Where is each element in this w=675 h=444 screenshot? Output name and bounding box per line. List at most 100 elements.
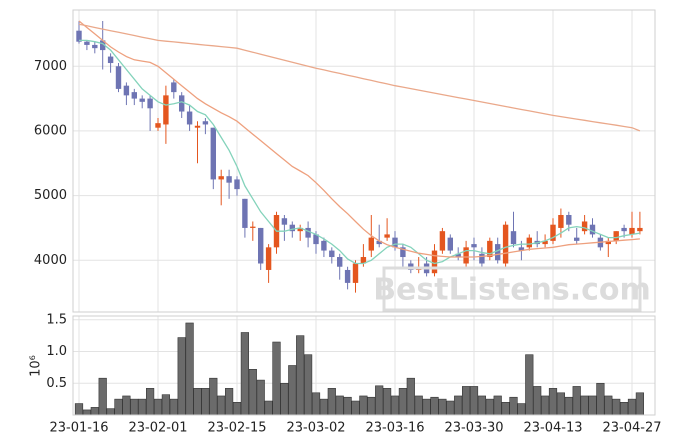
candle-body — [360, 257, 367, 264]
candle-body — [510, 231, 517, 245]
volume-bar — [414, 395, 423, 416]
volume-bar — [382, 388, 392, 416]
volume-bar — [564, 396, 573, 416]
candle-body — [147, 98, 153, 109]
candle-body — [281, 218, 288, 225]
volume-bar — [422, 398, 431, 416]
volume-bar — [469, 386, 479, 416]
volume-bar — [390, 395, 400, 416]
volume-bar — [74, 403, 84, 416]
volume-bar — [446, 400, 455, 416]
volume-bar — [303, 354, 313, 416]
volume-bar — [477, 395, 487, 416]
volume-tick-label: 1.5 — [46, 312, 67, 327]
x-tick-label: 23-02-01 — [128, 421, 187, 436]
x-tick-label: 23-03-30 — [444, 421, 503, 436]
volume-bar — [82, 409, 91, 416]
volume-frame — [72, 315, 656, 416]
volume-bar — [351, 400, 360, 416]
candle-body — [542, 240, 548, 245]
volume-bar — [398, 388, 408, 416]
x-tick-label: 23-04-27 — [602, 421, 661, 436]
volume-bar — [327, 388, 336, 416]
candle-body — [344, 269, 351, 283]
volume-bar — [430, 396, 439, 416]
volume-bar — [485, 398, 494, 416]
volume-bar — [343, 396, 352, 416]
grid — [73, 10, 655, 415]
candle-body — [495, 244, 501, 261]
x-tick-label: 23-03-02 — [286, 421, 345, 436]
candle-body — [384, 234, 390, 238]
volume-bar — [201, 388, 210, 416]
volume-bar — [114, 398, 123, 416]
candle-body — [605, 240, 611, 245]
volume-bar — [217, 395, 226, 416]
candle-body — [289, 224, 295, 232]
volume-bar — [146, 388, 155, 416]
candle-body — [313, 234, 319, 245]
candle-body — [479, 253, 485, 264]
volume-bar — [540, 395, 550, 416]
candle-body — [613, 231, 619, 241]
candle-body — [455, 253, 461, 258]
ma-line — [78, 20, 640, 258]
volume-bar — [232, 402, 242, 416]
candle-body — [100, 40, 106, 51]
candle-body — [234, 179, 240, 190]
candle-body — [637, 227, 643, 232]
volume-bar — [98, 377, 107, 416]
candle-body — [155, 123, 161, 128]
volume-bar — [177, 337, 186, 416]
candle-body — [463, 247, 469, 264]
candle-body — [242, 198, 248, 228]
candle-body — [210, 127, 216, 180]
candle-body — [171, 82, 177, 93]
volume-bar — [406, 377, 415, 416]
candle-body — [566, 214, 572, 225]
volume-bar — [130, 398, 139, 416]
y-tick-label: 4000 — [34, 253, 67, 268]
volume-bar — [185, 322, 194, 416]
volume-bar — [509, 396, 518, 416]
volume-bar — [264, 400, 273, 416]
volume-bar — [138, 398, 147, 416]
candle-body — [629, 227, 635, 235]
candle-body — [400, 247, 406, 258]
volume-bar — [296, 335, 305, 416]
watermark: BestListens.com — [373, 273, 651, 308]
volume-bar — [572, 386, 581, 416]
volume-bar — [556, 392, 565, 416]
volume-bar — [319, 398, 329, 416]
volume-bar — [169, 398, 178, 416]
candle-body — [258, 227, 264, 264]
volume-tick-label: 0.5 — [46, 376, 67, 391]
volume-bar — [627, 398, 637, 416]
candle-body — [194, 125, 201, 128]
candle-body — [76, 30, 82, 42]
volume-bar — [438, 398, 447, 416]
x-tick-label: 23-02-15 — [207, 421, 266, 436]
volume-bar — [272, 341, 281, 416]
candle-body — [526, 237, 532, 248]
candle-body — [581, 221, 588, 232]
volume-bar — [596, 382, 605, 416]
volume-bar — [359, 395, 368, 416]
volume-bar — [517, 403, 526, 416]
volume-bar — [501, 402, 510, 416]
candle-body — [471, 244, 477, 248]
candle-body — [107, 56, 114, 64]
volume-bar — [225, 388, 234, 416]
marks — [74, 20, 644, 416]
y-tick-label: 6000 — [34, 123, 67, 138]
volume-bar — [612, 398, 621, 416]
candle-body — [558, 214, 564, 228]
candle-body — [250, 226, 256, 228]
candle-body — [218, 176, 224, 180]
candle-body — [202, 121, 209, 125]
volume-tick-label: 1.0 — [46, 344, 67, 359]
candle-body — [139, 98, 145, 102]
candle-body — [574, 237, 580, 241]
volume-bar — [525, 354, 534, 416]
candle-body — [92, 44, 98, 49]
